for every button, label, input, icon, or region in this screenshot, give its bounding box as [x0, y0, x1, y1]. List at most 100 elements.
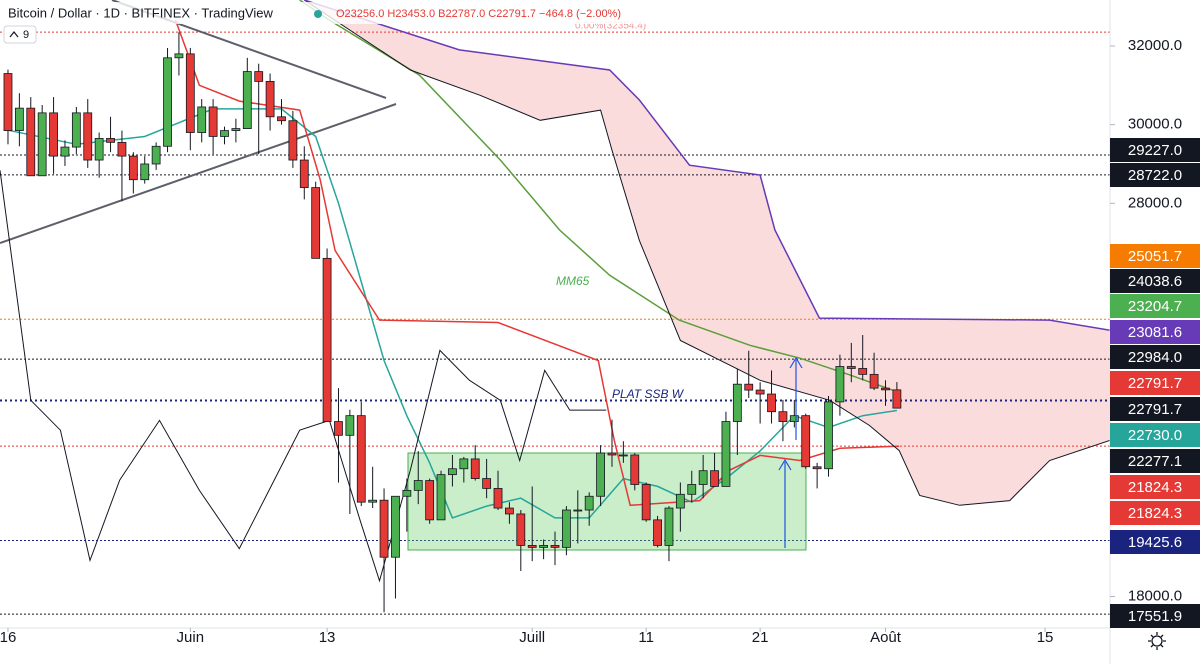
price-badge-label: 22791.7 — [1128, 375, 1182, 392]
price-badge — [1110, 371, 1200, 395]
candle-body — [755, 389, 765, 395]
candle-body — [299, 159, 309, 188]
price-badge-label: 19425.6 — [1128, 534, 1182, 551]
candle-body — [163, 57, 172, 147]
x-tick-label: 13 — [319, 629, 336, 646]
candle-body — [231, 128, 241, 131]
candle-body — [322, 257, 332, 422]
candle-body — [106, 138, 115, 143]
price-badge-label: 22791.7 — [1128, 401, 1182, 418]
price-badge-label: 22277.1 — [1128, 453, 1182, 470]
candle-body — [402, 489, 412, 497]
candle-body — [482, 478, 492, 489]
candle-body — [630, 454, 640, 485]
price-badge — [1110, 475, 1200, 499]
candle-body — [37, 112, 47, 177]
status-dot — [314, 10, 322, 18]
candle-body — [60, 146, 70, 157]
x-tick-label: Juin — [177, 629, 205, 646]
candle-body — [778, 411, 788, 422]
price-badge — [1110, 530, 1200, 554]
candle-body — [573, 509, 583, 512]
candle-body — [49, 112, 58, 157]
candle-body — [892, 389, 902, 409]
x-tick-label: 11 — [638, 629, 654, 646]
candle-body — [584, 495, 594, 511]
candle-body — [185, 53, 195, 133]
header: Bitcoin / Dollar · 1D · BITFINEX · Tradi… — [0, 2, 650, 44]
price-badge-label: 25051.7 — [1128, 248, 1182, 265]
candle-body — [687, 484, 697, 495]
candle-body — [71, 112, 81, 148]
candle-body — [334, 421, 343, 436]
ohlc-values: O23256.0 H23453.0 B22787.0 C22791.7 −464… — [336, 8, 621, 20]
price-badge — [1110, 320, 1200, 344]
candle-body — [710, 470, 719, 487]
candle-body — [311, 187, 321, 259]
x-tick-label: 15 — [1037, 629, 1054, 646]
y-tick-label: 30000.0 — [1128, 116, 1182, 133]
candle-body — [277, 116, 286, 122]
price-badge — [1110, 345, 1200, 369]
candle-body — [128, 155, 138, 181]
indicator-line — [304, 0, 1110, 506]
candle-body — [265, 81, 275, 118]
settings-icon-ring — [1151, 635, 1163, 647]
price-badge — [1110, 163, 1200, 187]
annotation-layer: MM65 PLAT SSB W 0.00%(32354.4) — [556, 21, 685, 402]
candle-body — [425, 480, 435, 521]
price-badge-label: 24038.6 — [1128, 273, 1182, 290]
price-badge — [1110, 138, 1200, 162]
candle-body — [459, 458, 469, 470]
price-badge-label: 17551.9 — [1128, 608, 1182, 625]
candle-body — [721, 421, 731, 487]
candle-body — [607, 452, 617, 456]
x-tick-label: 21 — [752, 629, 769, 646]
cloud-layer — [304, 0, 1110, 506]
annotation: 0.00%(32354.4) — [575, 21, 646, 32]
arrow-head — [789, 356, 803, 369]
candle-body — [368, 499, 378, 503]
settings-icon[interactable] — [1148, 632, 1166, 650]
candle-body — [117, 141, 127, 157]
candle-body — [413, 480, 423, 491]
candle-body — [801, 415, 811, 468]
price-badge — [1110, 449, 1200, 473]
candle-body — [881, 387, 890, 391]
x-tick-label: Juill — [519, 629, 545, 646]
arrow-head — [778, 458, 792, 471]
candle-body — [14, 107, 24, 131]
candle-body — [824, 401, 833, 470]
ichimoku-cloud — [304, 0, 1110, 506]
header-background — [0, 2, 650, 24]
x-tick-label: Août — [870, 629, 902, 646]
price-badge-label: 22984.0 — [1128, 349, 1182, 366]
candle-body — [220, 130, 229, 137]
candle-body — [835, 366, 845, 403]
indicator-count: 9 — [23, 29, 29, 41]
y-tick-label: 28000.0 — [1128, 194, 1182, 211]
candle-body — [561, 509, 571, 548]
price-badge-label: 21824.3 — [1128, 505, 1182, 522]
price-badge — [1110, 423, 1200, 447]
candle-body — [550, 545, 560, 548]
candle-body — [596, 452, 605, 497]
candle-layer — [3, 32, 902, 613]
price-badge — [1110, 501, 1200, 525]
candle-body — [493, 488, 503, 509]
candle-body — [732, 383, 742, 422]
candle-body — [94, 138, 104, 161]
indicator-toggle[interactable] — [3, 25, 37, 44]
y-tick-label: 18000.0 — [1128, 588, 1182, 605]
price-badge-label: 29227.0 — [1128, 142, 1182, 159]
candle-body — [539, 545, 549, 548]
candle-body — [505, 507, 514, 515]
candle-body — [197, 106, 207, 133]
symbol-title: Bitcoin / Dollar · 1D · BITFINEX · Tradi… — [8, 5, 274, 20]
candle-body — [448, 468, 457, 476]
annotation: PLAT SSB W — [612, 387, 685, 401]
candle-body — [83, 112, 93, 161]
candle-body — [653, 519, 662, 546]
candle-body — [618, 454, 628, 457]
candle-body — [744, 383, 754, 391]
